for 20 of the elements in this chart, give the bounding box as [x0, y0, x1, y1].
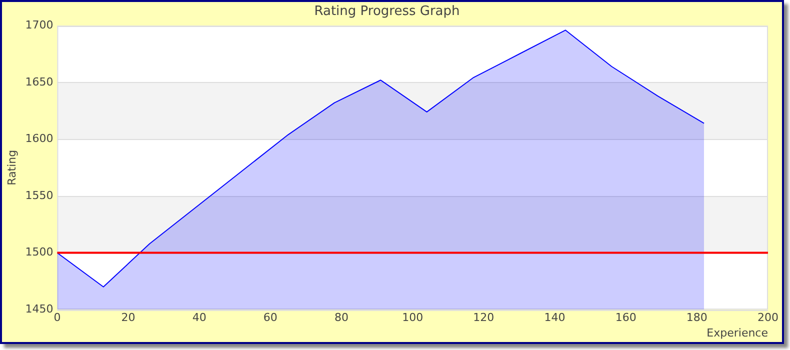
y-tick-label: 1450 [25, 302, 54, 316]
x-tick-label: 160 [615, 311, 636, 324]
y-tick-label: 1650 [25, 75, 54, 88]
x-tick-label: 40 [192, 311, 206, 324]
x-axis-title: Experience [706, 326, 768, 340]
x-tick-label: 60 [263, 311, 278, 324]
x-tick-label: 100 [402, 311, 424, 324]
x-tick-label: 80 [334, 311, 349, 324]
x-tick-label: 200 [758, 311, 778, 324]
x-tick-label: 20 [121, 311, 136, 324]
y-tick-label: 1600 [25, 132, 54, 146]
x-tick-label: 180 [686, 311, 708, 324]
chart-title: Rating Progress Graph [314, 4, 460, 20]
y-axis-title: Rating [5, 150, 18, 186]
y-tick-label: 1550 [25, 188, 54, 202]
x-tick-label: 0 [54, 311, 61, 324]
x-tick-label: 120 [473, 311, 494, 324]
y-tick-label: 1700 [25, 18, 54, 32]
x-tick-label: 140 [544, 311, 566, 324]
y-tick-label: 1500 [25, 246, 54, 259]
